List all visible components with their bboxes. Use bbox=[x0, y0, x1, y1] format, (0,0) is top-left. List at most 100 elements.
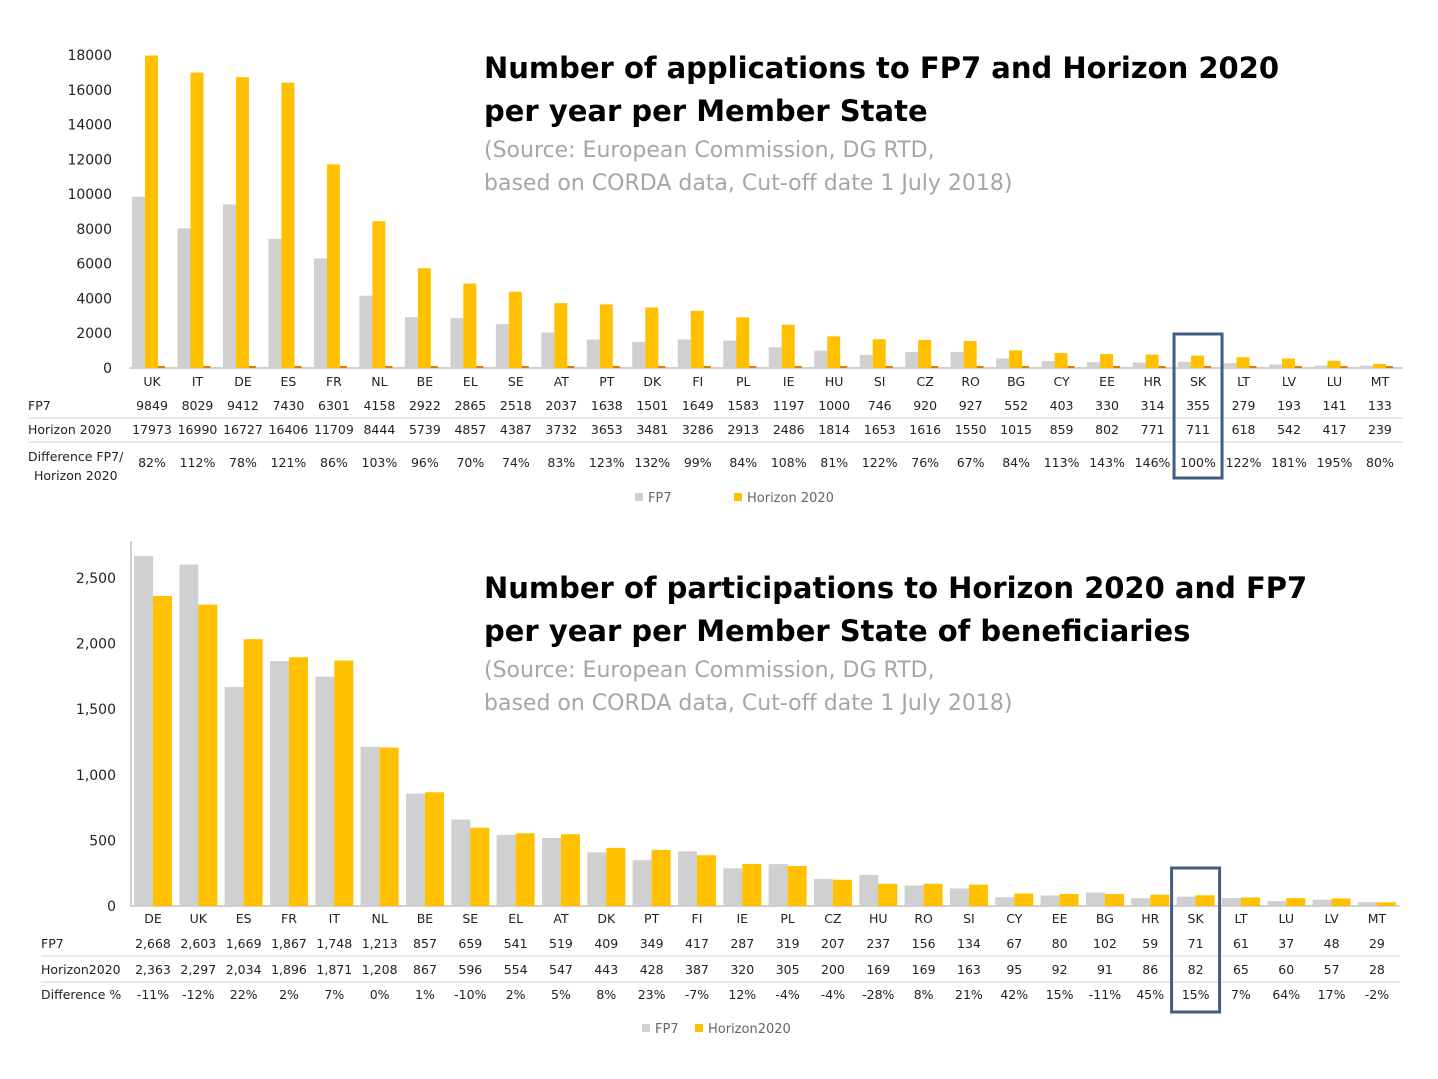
top-chart-h2020-value: 239 bbox=[1368, 422, 1392, 437]
top-chart-category-label: FR bbox=[326, 374, 342, 389]
top-chart-diff-value: 103% bbox=[362, 455, 398, 470]
bottom-chart-bar-h2020 bbox=[742, 864, 762, 906]
bottom-chart-diff-value: 22% bbox=[230, 987, 258, 1002]
bottom-chart-category-label: IT bbox=[329, 911, 341, 926]
top-chart-bar-fp7 bbox=[1178, 361, 1192, 368]
top-chart-h2020-value: 4857 bbox=[454, 422, 486, 437]
bottom-chart-source-line1: (Source: European Commission, DG RTD, bbox=[484, 658, 935, 683]
bottom-chart-category-label: HR bbox=[1141, 911, 1159, 926]
top-chart-bar-h2020 bbox=[1191, 355, 1205, 368]
top-chart-bar-fp7 bbox=[905, 352, 919, 368]
bottom-chart-h2020-value: 57 bbox=[1324, 962, 1340, 977]
bottom-chart-category-label: PL bbox=[780, 911, 795, 926]
bottom-chart-highlight-box bbox=[1170, 866, 1222, 1014]
bottom-chart-category-label: HU bbox=[869, 911, 888, 926]
top-chart-bar-h2020 bbox=[827, 336, 841, 368]
bottom-chart-fp7-value: 659 bbox=[458, 936, 482, 951]
bottom-chart-category-label: AT bbox=[553, 911, 569, 926]
bottom-chart-category-label: BE bbox=[417, 911, 434, 926]
top-chart-bar-diff-mark bbox=[749, 366, 757, 368]
top-chart-title-line2: per year per Member State bbox=[484, 94, 928, 128]
top-chart-h2020-value: 859 bbox=[1050, 422, 1074, 437]
bottom-chart-fp7-value: 417 bbox=[685, 936, 709, 951]
bottom-chart-bar-h2020 bbox=[878, 883, 898, 906]
top-chart-diff-value: 121% bbox=[271, 455, 307, 470]
top-chart-h2020-value: 17973 bbox=[132, 422, 172, 437]
bottom-chart-fp7-value: 349 bbox=[640, 936, 664, 951]
bottom-chart-diff-value: 7% bbox=[1231, 987, 1251, 1002]
bottom-chart-bar-fp7 bbox=[677, 851, 697, 906]
bottom-chart-bar-h2020 bbox=[560, 834, 580, 906]
top-chart-bar-fp7 bbox=[541, 332, 555, 368]
top-chart-fp7-value: 1197 bbox=[773, 398, 805, 413]
bottom-chart-bar-fp7 bbox=[1221, 897, 1241, 906]
bottom-chart-bar-fp7 bbox=[541, 837, 561, 906]
top-chart-category-label: EE bbox=[1099, 374, 1115, 389]
bottom-chart-diff-value: -28% bbox=[862, 987, 894, 1002]
top-chart-category-label: RO bbox=[961, 374, 980, 389]
bottom-chart-bar-h2020 bbox=[968, 884, 988, 906]
bottom-chart-h2020-value: 867 bbox=[413, 962, 437, 977]
bottom-chart-diff-value: 45% bbox=[1136, 987, 1164, 1002]
bottom-chart-bar-fp7 bbox=[269, 661, 289, 906]
top-chart-bar-fp7 bbox=[1314, 365, 1328, 368]
bottom-chart-category-label: LT bbox=[1234, 911, 1247, 926]
top-chart-fp7-value: 927 bbox=[959, 398, 983, 413]
bottom-chart-bar-h2020 bbox=[153, 595, 172, 906]
bottom-chart-category-label: SI bbox=[963, 911, 975, 926]
bottom-chart-diff-value: 1% bbox=[415, 987, 435, 1002]
top-chart-bar-fp7 bbox=[1041, 360, 1055, 368]
top-chart-y-tick-label: 12000 bbox=[67, 152, 112, 168]
top-chart-fp7-value: 1501 bbox=[636, 398, 668, 413]
top-chart-bar-h2020 bbox=[554, 303, 568, 368]
top-chart-h2020-value: 4387 bbox=[500, 422, 532, 437]
bottom-chart-diff-value: 0% bbox=[370, 987, 390, 1002]
top-chart-row-label-diff-line1: Difference FP7/ bbox=[28, 449, 124, 464]
bottom-chart-h2020-value: 95 bbox=[1006, 962, 1022, 977]
bottom-chart-bar-h2020 bbox=[334, 660, 354, 906]
top-chart-diff-value: 99% bbox=[684, 455, 712, 470]
bottom-chart-fp7-value: 80 bbox=[1052, 936, 1068, 951]
top-chart-y-tick-label: 0 bbox=[103, 361, 112, 377]
bottom-chart-bar-h2020 bbox=[424, 792, 444, 906]
bottom-chart-bar-h2020 bbox=[515, 833, 535, 906]
top-chart-bar-fp7 bbox=[177, 228, 191, 368]
bottom-chart-category-label: FI bbox=[692, 911, 703, 926]
top-chart-bar-h2020 bbox=[736, 317, 750, 368]
top-chart-h2020-value: 16990 bbox=[178, 422, 218, 437]
top-chart-h2020-value: 1616 bbox=[909, 422, 941, 437]
bottom-chart-bar-h2020 bbox=[288, 657, 308, 906]
bottom-chart-diff-value: 8% bbox=[596, 987, 616, 1002]
bottom-chart-category-label: CY bbox=[1006, 911, 1023, 926]
top-chart-category-label: DE bbox=[234, 374, 252, 389]
bottom-chart-bar-fp7 bbox=[859, 874, 879, 906]
bottom-chart-h2020-value: 554 bbox=[504, 962, 528, 977]
bottom-chart-category-label: MT bbox=[1368, 911, 1387, 926]
top-chart-bar-fp7 bbox=[814, 350, 828, 368]
top-chart-fp7-value: 133 bbox=[1368, 398, 1392, 413]
bottom-chart-diff-value: 23% bbox=[638, 987, 666, 1002]
top-chart-category-label: SI bbox=[874, 374, 886, 389]
bottom-chart-diff-value: -12% bbox=[182, 987, 214, 1002]
top-chart-diff-value: 195% bbox=[1317, 455, 1353, 470]
top-chart-diff-value: 132% bbox=[634, 455, 670, 470]
top-chart-fp7-value: 746 bbox=[868, 398, 892, 413]
bottom-chart-legend-swatch-fp7 bbox=[642, 1024, 650, 1032]
top-chart-fp7-value: 9412 bbox=[227, 398, 259, 413]
bottom-chart-bar-h2020 bbox=[606, 847, 626, 906]
top-chart-y-tick-label: 10000 bbox=[67, 187, 112, 203]
top-chart-diff-value: 122% bbox=[862, 455, 898, 470]
bottom-chart-fp7-value: 102 bbox=[1093, 936, 1117, 951]
top-chart-h2020-value: 2913 bbox=[727, 422, 759, 437]
top-chart-source-line2: based on CORDA data, Cut-off date 1 July… bbox=[484, 171, 1013, 196]
top-chart-diff-value: 76% bbox=[911, 455, 939, 470]
top-chart-bar-diff-mark bbox=[158, 366, 165, 368]
bottom-chart-legend-label-h2020: Horizon2020 bbox=[708, 1022, 791, 1037]
bottom-chart-h2020-value: 443 bbox=[594, 962, 618, 977]
top-chart-h2020-value: 16727 bbox=[223, 422, 263, 437]
bottom-chart-category-label: IE bbox=[736, 911, 748, 926]
bottom-chart-row-label-h2020: Horizon2020 bbox=[41, 962, 121, 977]
bottom-chart-diff-value: 8% bbox=[914, 987, 934, 1002]
top-chart-fp7-value: 141 bbox=[1323, 398, 1347, 413]
top-chart-h2020-value: 711 bbox=[1186, 422, 1210, 437]
